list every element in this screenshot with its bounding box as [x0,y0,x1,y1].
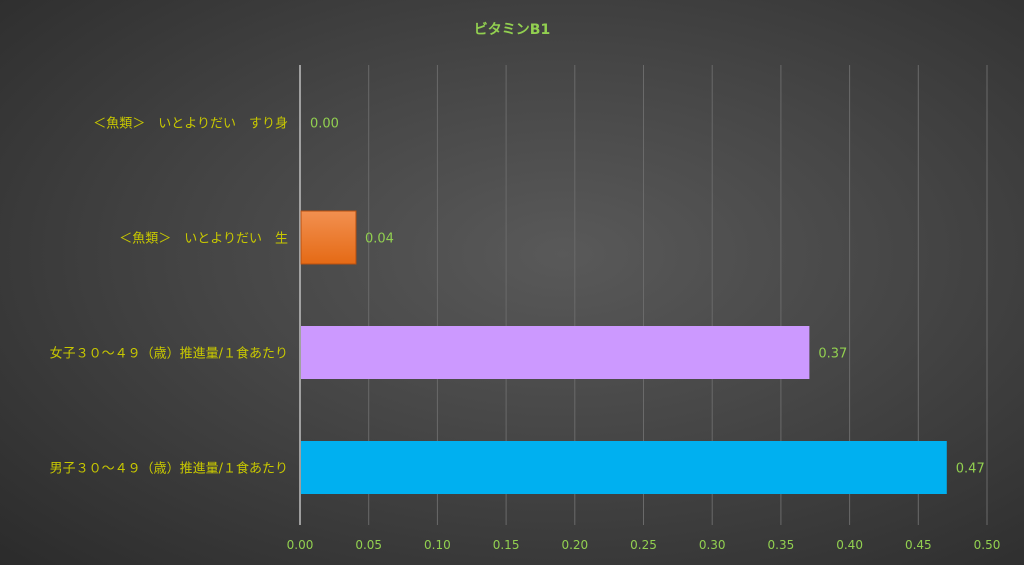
category-label: ＜魚類＞ いとよりだい 生 [119,232,288,247]
chart-title: ビタミンB1 [474,22,550,38]
category-label: 女子３０～４９（歳）推進量/１食あたり [50,346,288,362]
data-label: 0.37 [818,347,847,362]
bar [300,210,357,265]
category-label: 男子３０～４９（歳）推進量/１食あたり [50,461,288,477]
x-tick-label: 0.00 [287,538,314,552]
x-tick-label: 0.15 [493,538,520,552]
x-tick-label: 0.50 [974,538,1001,552]
x-tick-label: 0.20 [561,538,588,552]
data-label: 0.04 [365,232,394,247]
x-tick-label: 0.25 [630,538,657,552]
bar [301,326,810,379]
x-tick-label: 0.35 [768,538,795,552]
x-tick-label: 0.45 [905,538,932,552]
bar [301,441,947,494]
data-label: 0.47 [956,462,985,477]
x-tick-label: 0.05 [355,538,382,552]
x-tick-label: 0.40 [836,538,863,552]
x-tick-label: 0.10 [424,538,451,552]
data-label: 0.00 [310,117,339,132]
x-tick-label: 0.30 [699,538,726,552]
category-label: ＜魚類＞ いとよりだい すり身 [93,116,288,132]
